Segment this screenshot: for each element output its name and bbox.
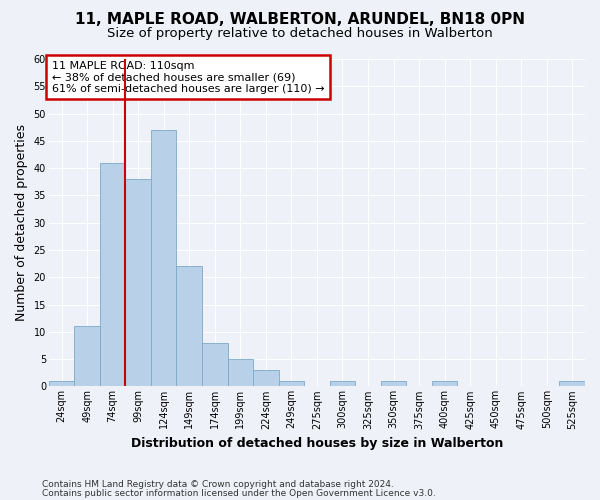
Bar xyxy=(278,381,304,386)
Text: 11 MAPLE ROAD: 110sqm
← 38% of detached houses are smaller (69)
61% of semi-deta: 11 MAPLE ROAD: 110sqm ← 38% of detached … xyxy=(52,60,324,94)
Text: Contains HM Land Registry data © Crown copyright and database right 2024.: Contains HM Land Registry data © Crown c… xyxy=(42,480,394,489)
Bar xyxy=(151,130,176,386)
Bar xyxy=(74,326,100,386)
Text: 11, MAPLE ROAD, WALBERTON, ARUNDEL, BN18 0PN: 11, MAPLE ROAD, WALBERTON, ARUNDEL, BN18… xyxy=(75,12,525,28)
Text: Size of property relative to detached houses in Walberton: Size of property relative to detached ho… xyxy=(107,28,493,40)
Y-axis label: Number of detached properties: Number of detached properties xyxy=(15,124,28,321)
Bar xyxy=(202,342,227,386)
Text: Contains public sector information licensed under the Open Government Licence v3: Contains public sector information licen… xyxy=(42,488,436,498)
Bar xyxy=(381,381,406,386)
X-axis label: Distribution of detached houses by size in Walberton: Distribution of detached houses by size … xyxy=(131,437,503,450)
Bar xyxy=(227,359,253,386)
Bar xyxy=(100,162,125,386)
Bar xyxy=(559,381,585,386)
Bar xyxy=(125,179,151,386)
Bar xyxy=(253,370,278,386)
Bar xyxy=(176,266,202,386)
Bar xyxy=(49,381,74,386)
Bar xyxy=(329,381,355,386)
Bar xyxy=(432,381,457,386)
